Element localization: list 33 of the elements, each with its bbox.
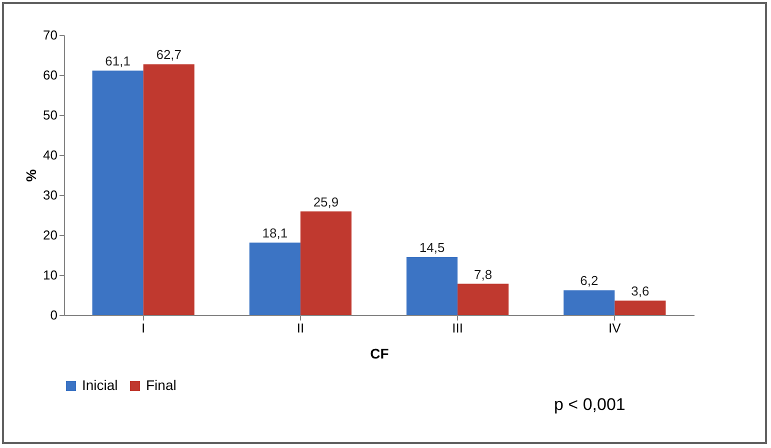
data-label: 3,6 (631, 284, 650, 299)
bar (92, 70, 144, 315)
y-tick-label: 60 (43, 68, 58, 82)
x-tick-label: I (142, 320, 146, 336)
bar (249, 242, 300, 315)
x-axis-title: CF (370, 346, 390, 362)
y-tick-label: 10 (43, 268, 58, 282)
bar (300, 211, 352, 315)
legend-label: Inicial (82, 377, 118, 393)
y-tick-label: 50 (43, 108, 58, 122)
data-label: 14,5 (419, 240, 445, 255)
data-label: 6,2 (580, 273, 598, 288)
bar (406, 257, 458, 315)
data-label: 7,8 (474, 266, 492, 282)
x-tick-label: IV (608, 320, 622, 336)
legend-label: Final (146, 377, 176, 393)
y-axis-title: % (23, 168, 40, 182)
bar (143, 64, 194, 315)
text: p < 0,001 (554, 395, 626, 414)
y-tick-label: 20 (43, 228, 58, 242)
data-label: 62,7 (156, 47, 182, 62)
data-label: 25,9 (313, 194, 339, 210)
bar (458, 284, 509, 315)
y-tick-label: 0 (50, 308, 58, 322)
bar (614, 300, 666, 315)
data-label: 61,1 (105, 54, 130, 69)
bar (564, 290, 615, 315)
y-tick-label: 70 (43, 28, 58, 42)
x-tick-label: III (452, 320, 463, 336)
x-tick-label: II (296, 320, 304, 336)
y-tick-label: 30 (43, 188, 58, 202)
y-tick-label: 40 (43, 148, 58, 162)
data-label: 18,1 (262, 226, 288, 241)
